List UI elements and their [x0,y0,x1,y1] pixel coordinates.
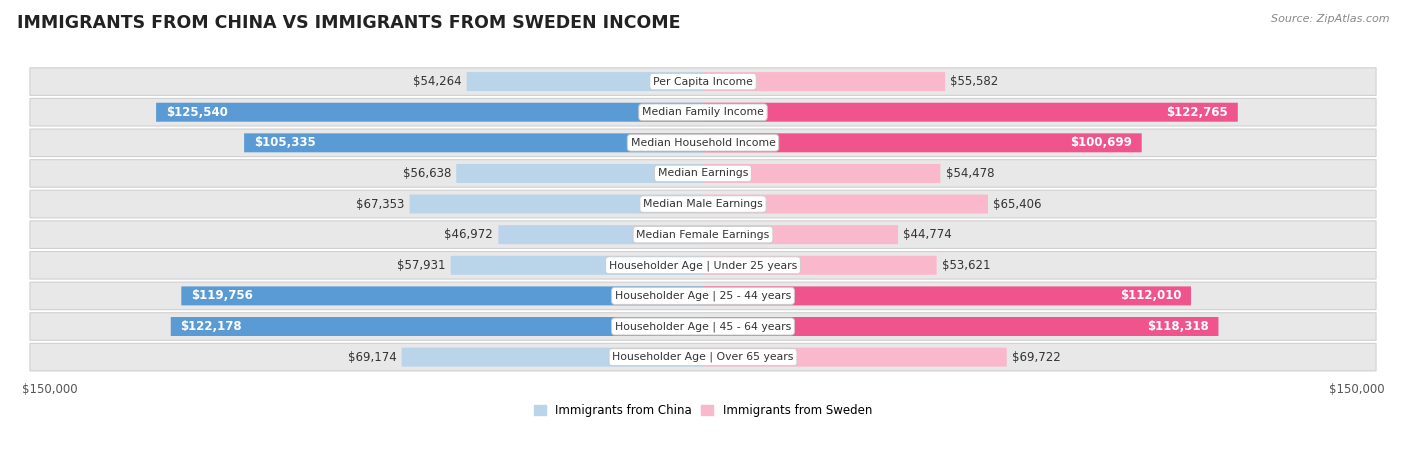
Text: $122,178: $122,178 [180,320,242,333]
FancyBboxPatch shape [30,129,1376,156]
Text: $118,318: $118,318 [1147,320,1209,333]
FancyBboxPatch shape [703,317,1219,336]
FancyBboxPatch shape [703,286,1191,305]
Text: Householder Age | 25 - 44 years: Householder Age | 25 - 44 years [614,290,792,301]
Text: $69,722: $69,722 [1012,351,1060,364]
Text: $112,010: $112,010 [1119,290,1181,303]
Text: Median Family Income: Median Family Income [643,107,763,117]
Text: $67,353: $67,353 [356,198,405,211]
Text: $53,621: $53,621 [942,259,990,272]
Text: $122,765: $122,765 [1166,106,1227,119]
FancyBboxPatch shape [703,195,988,213]
Text: IMMIGRANTS FROM CHINA VS IMMIGRANTS FROM SWEDEN INCOME: IMMIGRANTS FROM CHINA VS IMMIGRANTS FROM… [17,14,681,32]
FancyBboxPatch shape [30,190,1376,218]
Text: Median Earnings: Median Earnings [658,169,748,178]
FancyBboxPatch shape [703,72,945,91]
FancyBboxPatch shape [703,103,1237,122]
FancyBboxPatch shape [170,317,703,336]
Text: $54,478: $54,478 [946,167,994,180]
FancyBboxPatch shape [181,286,703,305]
FancyBboxPatch shape [457,164,703,183]
FancyBboxPatch shape [30,313,1376,340]
Text: $54,264: $54,264 [413,75,461,88]
Legend: Immigrants from China, Immigrants from Sweden: Immigrants from China, Immigrants from S… [529,399,877,422]
Text: Source: ZipAtlas.com: Source: ZipAtlas.com [1271,14,1389,24]
Text: $55,582: $55,582 [950,75,998,88]
Text: $119,756: $119,756 [191,290,253,303]
FancyBboxPatch shape [409,195,703,213]
FancyBboxPatch shape [30,282,1376,310]
FancyBboxPatch shape [703,134,1142,152]
Text: $65,406: $65,406 [993,198,1042,211]
Text: $56,638: $56,638 [402,167,451,180]
Text: Median Male Earnings: Median Male Earnings [643,199,763,209]
FancyBboxPatch shape [498,225,703,244]
Text: Householder Age | 45 - 64 years: Householder Age | 45 - 64 years [614,321,792,332]
Text: $57,931: $57,931 [396,259,446,272]
Text: $44,774: $44,774 [903,228,952,241]
FancyBboxPatch shape [451,256,703,275]
Text: Median Household Income: Median Household Income [630,138,776,148]
Text: Householder Age | Under 25 years: Householder Age | Under 25 years [609,260,797,270]
FancyBboxPatch shape [30,99,1376,126]
FancyBboxPatch shape [402,347,703,367]
Text: $69,174: $69,174 [347,351,396,364]
FancyBboxPatch shape [30,221,1376,248]
Text: $105,335: $105,335 [254,136,316,149]
FancyBboxPatch shape [703,225,898,244]
Text: $46,972: $46,972 [444,228,494,241]
FancyBboxPatch shape [703,256,936,275]
Text: $100,699: $100,699 [1070,136,1132,149]
FancyBboxPatch shape [467,72,703,91]
FancyBboxPatch shape [156,103,703,122]
FancyBboxPatch shape [245,134,703,152]
FancyBboxPatch shape [30,68,1376,95]
FancyBboxPatch shape [30,343,1376,371]
Text: Householder Age | Over 65 years: Householder Age | Over 65 years [612,352,794,362]
FancyBboxPatch shape [703,347,1007,367]
FancyBboxPatch shape [30,160,1376,187]
Text: Median Female Earnings: Median Female Earnings [637,230,769,240]
FancyBboxPatch shape [703,164,941,183]
FancyBboxPatch shape [30,252,1376,279]
Text: $125,540: $125,540 [166,106,228,119]
Text: Per Capita Income: Per Capita Income [652,77,754,86]
